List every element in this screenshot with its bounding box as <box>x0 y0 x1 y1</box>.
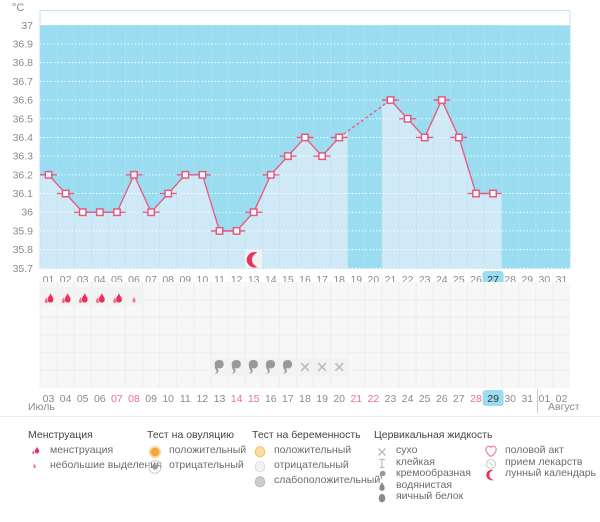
svg-text:19: 19 <box>316 393 328 405</box>
svg-text:30: 30 <box>504 393 516 405</box>
svg-text:24: 24 <box>402 393 414 405</box>
svg-text:36: 36 <box>21 207 33 219</box>
svg-text:14: 14 <box>231 393 243 405</box>
svg-text:°C: °C <box>12 2 24 14</box>
svg-text:09: 09 <box>145 393 157 405</box>
svg-text:16: 16 <box>265 393 277 405</box>
svg-text:21: 21 <box>350 393 362 405</box>
svg-text:26: 26 <box>436 393 448 405</box>
svg-text:36.6: 36.6 <box>13 95 34 107</box>
svg-text:12: 12 <box>197 393 209 405</box>
svg-text:31: 31 <box>521 393 533 405</box>
svg-text:25: 25 <box>419 393 431 405</box>
svg-text:36.4: 36.4 <box>13 132 34 144</box>
svg-text:18: 18 <box>299 393 311 405</box>
svg-text:04: 04 <box>60 393 72 405</box>
svg-text:20: 20 <box>333 393 345 405</box>
svg-text:17: 17 <box>282 393 294 405</box>
svg-text:22: 22 <box>368 393 380 405</box>
svg-text:10: 10 <box>162 393 174 405</box>
svg-text:36.5: 36.5 <box>13 113 34 125</box>
svg-text:28: 28 <box>470 393 482 405</box>
svg-text:13: 13 <box>214 393 226 405</box>
svg-text:36.8: 36.8 <box>13 57 34 69</box>
svg-text:11: 11 <box>180 393 191 405</box>
svg-text:36.2: 36.2 <box>13 169 34 181</box>
svg-text:15: 15 <box>248 393 260 405</box>
svg-text:23: 23 <box>385 393 397 405</box>
svg-text:35.8: 35.8 <box>13 244 34 256</box>
svg-text:27: 27 <box>453 393 465 405</box>
svg-text:36.9: 36.9 <box>13 38 34 50</box>
svg-text:36.3: 36.3 <box>13 151 34 163</box>
svg-text:36.1: 36.1 <box>13 188 34 200</box>
svg-text:08: 08 <box>128 393 140 405</box>
svg-text:29: 29 <box>487 393 499 405</box>
svg-text:36.7: 36.7 <box>13 76 34 88</box>
svg-text:35.9: 35.9 <box>13 225 34 237</box>
svg-text:07: 07 <box>111 393 123 405</box>
svg-text:37: 37 <box>21 20 33 32</box>
svg-text:06: 06 <box>94 393 106 405</box>
svg-text:05: 05 <box>77 393 89 405</box>
